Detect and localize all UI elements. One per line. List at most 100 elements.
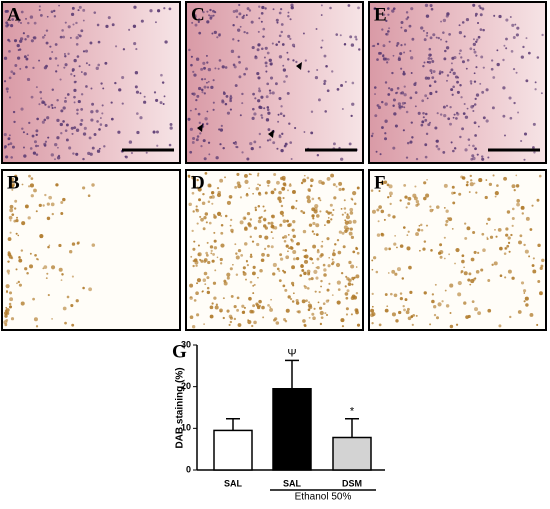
cell [77,99,81,104]
cell [207,80,210,83]
cell [262,316,265,319]
cell [197,86,202,91]
cell [260,114,263,117]
cell [355,247,359,251]
cell [351,199,354,201]
cell [9,297,14,302]
cell [445,46,450,50]
cell [340,207,343,210]
cell [15,219,19,223]
cell [285,244,289,248]
cell [341,231,345,235]
cell [37,144,40,147]
cell [244,226,248,230]
cell [267,184,270,187]
cell [468,144,471,147]
cell [319,199,322,202]
cell [268,58,272,62]
cell [444,49,447,53]
cell [101,104,104,107]
cell [431,76,435,79]
cell [381,126,384,129]
cell [237,323,242,327]
cell [341,187,345,191]
cell [220,231,224,235]
cell [90,87,93,90]
cell [516,199,521,203]
cell [73,101,76,104]
cell [257,276,259,279]
cell [160,73,163,77]
cell [32,66,35,69]
cell [448,217,453,222]
cell [515,71,518,74]
panel-label: B [7,172,20,193]
cell [383,180,388,184]
cell [215,303,218,306]
cell [75,299,79,303]
cell [475,191,478,194]
cell [407,202,411,206]
cell [49,45,52,48]
panel-label: F [374,172,386,193]
cell [206,81,208,84]
cell [90,110,94,114]
cell [461,254,465,258]
cell [39,13,43,17]
cell [62,306,67,311]
cell [245,14,248,17]
cell [316,249,320,252]
cell [417,111,421,115]
cell [43,265,48,269]
cell [282,219,287,223]
cell [28,121,31,124]
cell [449,105,452,109]
cell [188,48,191,52]
cell [190,255,193,258]
cell [273,188,277,191]
cell [51,51,54,54]
cell [473,50,477,54]
cell [80,29,84,33]
cell [302,211,306,215]
cell [379,52,383,55]
cell [480,55,484,59]
cell [470,157,474,161]
cell [386,183,390,187]
cell [438,72,442,75]
cell [392,54,395,57]
cell [203,92,206,95]
cell [346,289,350,293]
cell [404,29,408,33]
cell [196,278,202,283]
cell [409,49,412,52]
cell [445,40,448,43]
cell [14,199,18,203]
cell [335,185,338,188]
cell [207,260,211,265]
cell [194,108,197,111]
cell [342,245,346,249]
cell [434,283,437,286]
cell [272,272,276,276]
cell [306,176,310,180]
cell [406,307,410,311]
cell [222,146,225,150]
cell [396,87,400,90]
cell [252,292,255,295]
cell [267,111,271,115]
cell [281,132,284,135]
cell [397,57,401,61]
cell [196,135,200,138]
cell [477,311,482,316]
cell [96,23,100,27]
cell [213,239,217,243]
cell [282,114,286,118]
cell [237,184,242,189]
cell [525,303,529,307]
cell [326,288,330,292]
cell [75,80,77,83]
cell [497,227,502,232]
panel-label: A [7,4,21,25]
cell [439,113,443,116]
